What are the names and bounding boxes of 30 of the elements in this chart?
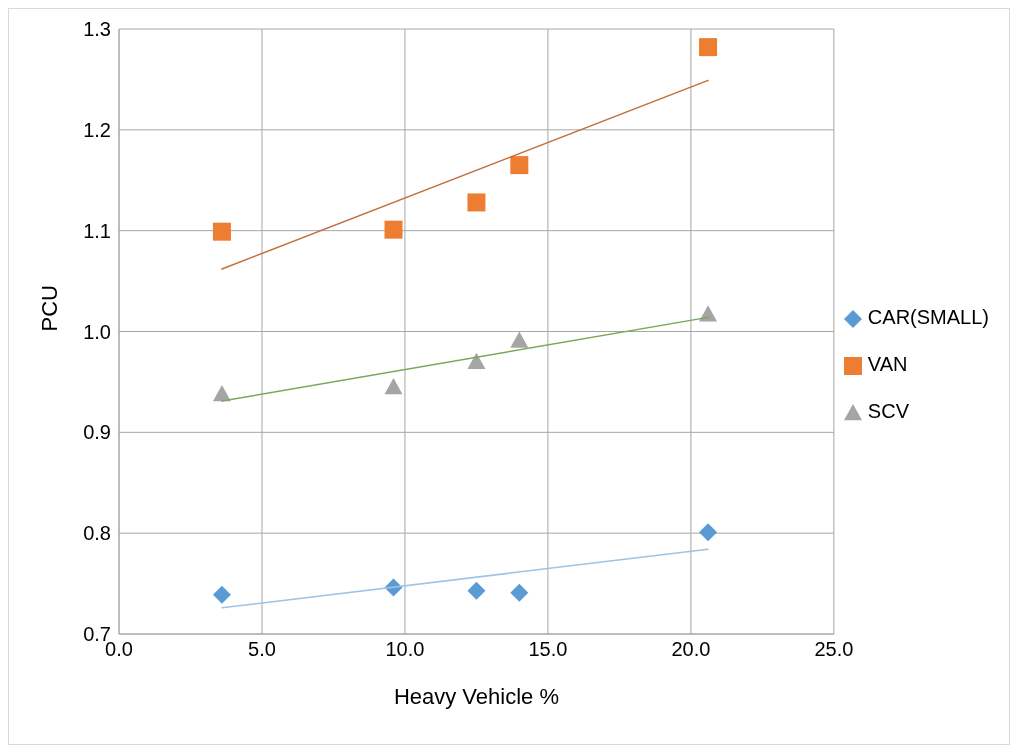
point [384, 377, 403, 395]
point [699, 305, 718, 322]
point [467, 352, 486, 369]
x-tick-label: 10.0 [385, 638, 425, 661]
point [699, 523, 718, 542]
point [212, 385, 231, 402]
x-tick-label: 5.0 [248, 638, 276, 661]
x-axis-title: Heavy Vehicle % [393, 684, 559, 709]
point [212, 222, 231, 241]
point [384, 220, 403, 239]
point [510, 156, 529, 175]
y-tick-label: 1.1 [83, 219, 111, 242]
legend-label: VAN [866, 353, 909, 376]
y-tick-label: 1.0 [83, 320, 111, 343]
y-tick-label: 0.8 [83, 522, 111, 545]
point [510, 583, 529, 602]
y-tick-label: 1.2 [83, 118, 111, 141]
x-tick-label: 20.0 [671, 638, 711, 661]
y-tick-label: 0.9 [83, 421, 111, 444]
legend-label: SCV [866, 400, 910, 423]
y-tick-label: 1.3 [83, 18, 111, 41]
y-axis-title: PCU [36, 285, 62, 332]
point [510, 331, 529, 348]
point [699, 38, 718, 57]
point [467, 581, 486, 600]
legend-label: CAR(SMALL) [866, 306, 989, 329]
point [467, 193, 486, 212]
point [212, 585, 231, 604]
x-tick-label: 25.0 [814, 638, 854, 661]
x-tick-label: 15.0 [528, 638, 568, 661]
